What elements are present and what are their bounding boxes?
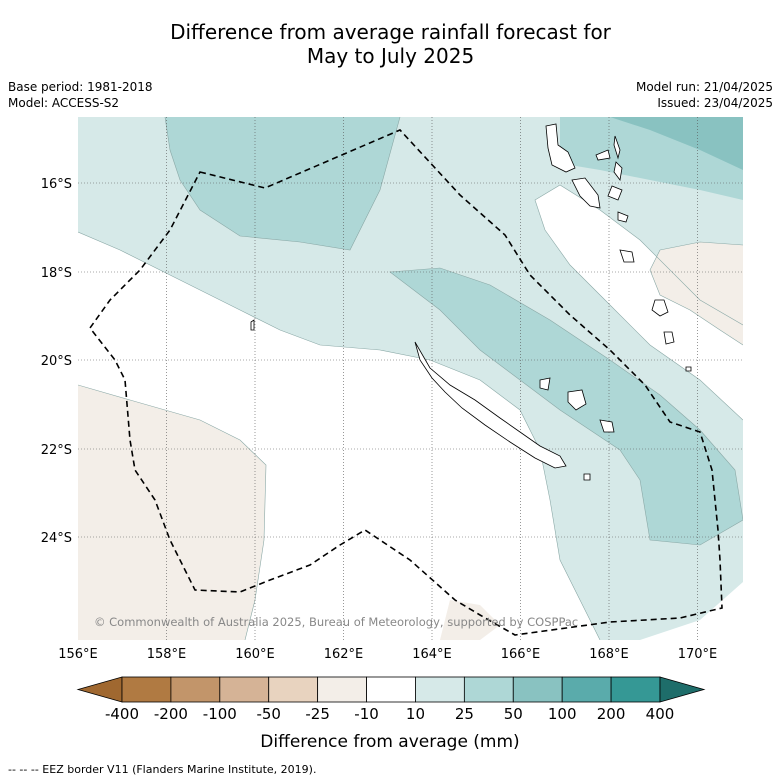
colorbar-label: 50 xyxy=(504,705,523,723)
vanuatu-island-north xyxy=(545,123,576,173)
colorbar-swatch xyxy=(610,676,661,703)
vanuatu-island-5 xyxy=(613,135,621,160)
contour-band-neg-south xyxy=(440,600,500,640)
colorbar-swatch xyxy=(219,676,270,703)
lat-tick-16: 16°S xyxy=(41,177,72,192)
loyalty-island-2 xyxy=(567,389,587,411)
matthew-island xyxy=(583,473,591,481)
colorbar-label: -100 xyxy=(203,705,237,723)
colorbar-swatch xyxy=(463,676,514,703)
colorbar-arrow-low xyxy=(76,676,123,703)
colorbar-label: -200 xyxy=(154,705,188,723)
contour-band-25-50-central xyxy=(390,268,743,545)
colorbar-swatch xyxy=(170,676,221,703)
colorbar-swatch xyxy=(561,676,612,703)
new-caledonia-island xyxy=(414,341,567,469)
graticule xyxy=(78,117,743,640)
eez-legend-note: -- -- -- EEZ border V11 (Flanders Marine… xyxy=(8,763,317,776)
vanuatu-island-3 xyxy=(607,185,623,201)
vanuatu-island-2 xyxy=(571,177,601,209)
colorbar-label: -25 xyxy=(305,705,330,723)
vanuatu-island-8 xyxy=(619,249,635,263)
axis-labels: 156°E 158°E 160°E 162°E 164°E 166°E 168°… xyxy=(41,177,718,662)
colorbar-label: -400 xyxy=(105,705,139,723)
colorbar-title: Difference from average (mm) xyxy=(260,732,519,752)
map-title: Difference from average rainfall forecas… xyxy=(0,20,781,68)
colorbar-label: -50 xyxy=(256,705,281,723)
base-period-text: Base period: 1981-2018 xyxy=(8,80,153,94)
model-text: Model: ACCESS-S2 xyxy=(8,96,120,110)
lat-tick-24: 24°S xyxy=(41,531,72,546)
coastlines xyxy=(250,123,692,481)
colorbar-swatch xyxy=(121,676,172,703)
issued-text: Issued: 23/04/2025 xyxy=(657,96,773,110)
fiji-island-2 xyxy=(663,331,675,345)
lat-tick-18: 18°S xyxy=(41,266,72,281)
islet-1 xyxy=(685,366,692,372)
lon-tick-160: 160°E xyxy=(235,647,275,662)
colorbar-swatch xyxy=(317,676,367,703)
colorbar-label: 10 xyxy=(406,705,425,723)
vanuatu-island-7 xyxy=(617,211,629,223)
lon-tick-168: 168°E xyxy=(589,647,629,662)
colorbar-label: 400 xyxy=(646,705,675,723)
lon-tick-164: 164°E xyxy=(412,647,452,662)
lat-tick-22: 22°S xyxy=(41,443,72,458)
contour-band-neg-east xyxy=(650,242,743,345)
credit-text: © Commonwealth of Australia 2025, Bureau… xyxy=(94,615,578,629)
colorbar-label: 100 xyxy=(548,705,577,723)
vanuatu-island-4 xyxy=(595,149,611,161)
loyalty-island-3 xyxy=(599,419,615,433)
colorbar-arrow-high xyxy=(659,676,706,703)
colorbar-swatch xyxy=(512,676,563,703)
colorbar-swatch xyxy=(268,676,319,703)
lon-tick-166: 166°E xyxy=(501,647,541,662)
title-line-1: Difference from average rainfall forecas… xyxy=(170,20,611,44)
lat-tick-20: 20°S xyxy=(41,354,72,369)
lon-tick-170: 170°E xyxy=(678,647,718,662)
fiji-island-1 xyxy=(651,299,669,317)
meta-right: Model run: 21/04/2025 Issued: 23/04/2025 xyxy=(636,79,773,111)
colorbar: -400 -200 -100 -50 -25 -10 10 25 50 100 200 400 xyxy=(76,676,706,723)
model-run-text: Model run: 21/04/2025 xyxy=(635,80,773,94)
contour-band-50-100-northeast xyxy=(610,117,743,170)
meta-left: Base period: 1981-2018 Model: ACCESS-S2 xyxy=(8,79,153,111)
lon-tick-162: 162°E xyxy=(324,647,364,662)
title-line-2: May to July 2025 xyxy=(306,44,475,68)
eez-border xyxy=(89,129,723,636)
loyalty-island-1 xyxy=(539,377,551,391)
colorbar-label: 200 xyxy=(597,705,626,723)
islet-2 xyxy=(250,319,255,331)
contour-band-10-25 xyxy=(78,117,743,640)
colorbar-label: -10 xyxy=(354,705,379,723)
colorbar-swatch xyxy=(415,676,465,703)
map-area: © Commonwealth of Australia 2025, Bureau… xyxy=(78,117,743,640)
lon-tick-158: 158°E xyxy=(147,647,187,662)
contour-lines xyxy=(78,117,743,640)
contour-band-25-50-north xyxy=(165,117,400,250)
colorbar-swatch xyxy=(366,676,416,703)
lon-tick-156: 156°E xyxy=(58,647,98,662)
colorbar-label: 25 xyxy=(455,705,474,723)
vanuatu-island-6 xyxy=(613,161,623,181)
